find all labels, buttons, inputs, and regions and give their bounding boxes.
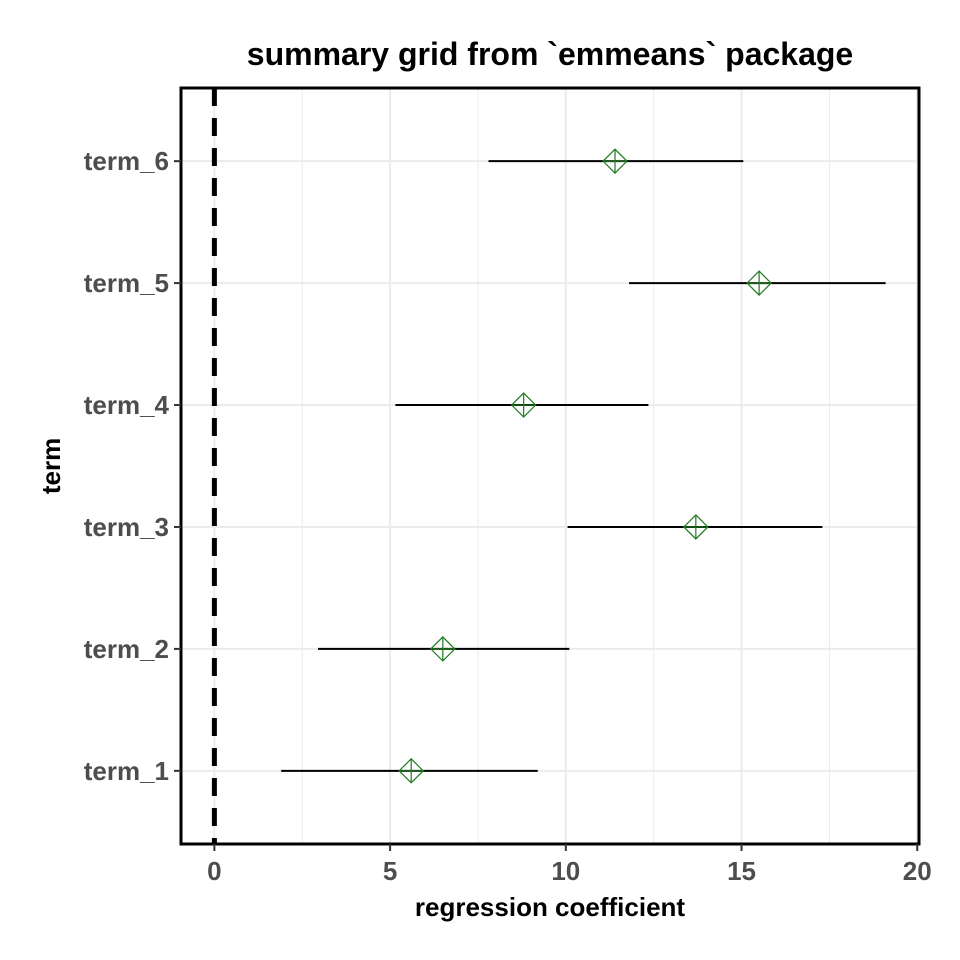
point-estimate-term_5: [746, 270, 772, 296]
panel-border: [179, 86, 921, 846]
x-tick-label: 5: [383, 856, 397, 886]
y-axis-ticks: term_1 term_2 term_3 term_4 term_5 term_6: [84, 146, 181, 786]
point-estimate-term_2: [429, 636, 456, 662]
point-estimate-term_1: [398, 757, 425, 784]
y-tick-label-term_6: term_6: [84, 146, 169, 176]
chart-title: summary grid from `emmeans` package: [247, 36, 853, 72]
point-estimates: [398, 148, 772, 784]
x-tick-label: 0: [207, 856, 221, 886]
x-axis-title: regression coefficient: [415, 892, 686, 922]
point-estimate-term_6: [602, 148, 628, 175]
point-estimate-term_3: [682, 514, 709, 540]
x-tick-label: 15: [727, 856, 756, 886]
y-tick-label-term_3: term_3: [84, 512, 169, 542]
y-axis-title: term: [36, 438, 66, 494]
x-tick-label: 10: [551, 856, 580, 886]
y-tick-label-term_5: term_5: [84, 268, 169, 298]
x-tick-label: 20: [903, 856, 932, 886]
y-tick-label-term_4: term_4: [84, 390, 170, 420]
y-tick-label-term_1: term_1: [84, 756, 169, 786]
point-estimate-term_4: [510, 392, 537, 418]
x-axis-ticks: 0 5 10 15 20: [207, 844, 932, 886]
y-tick-label-term_2: term_2: [84, 634, 169, 664]
